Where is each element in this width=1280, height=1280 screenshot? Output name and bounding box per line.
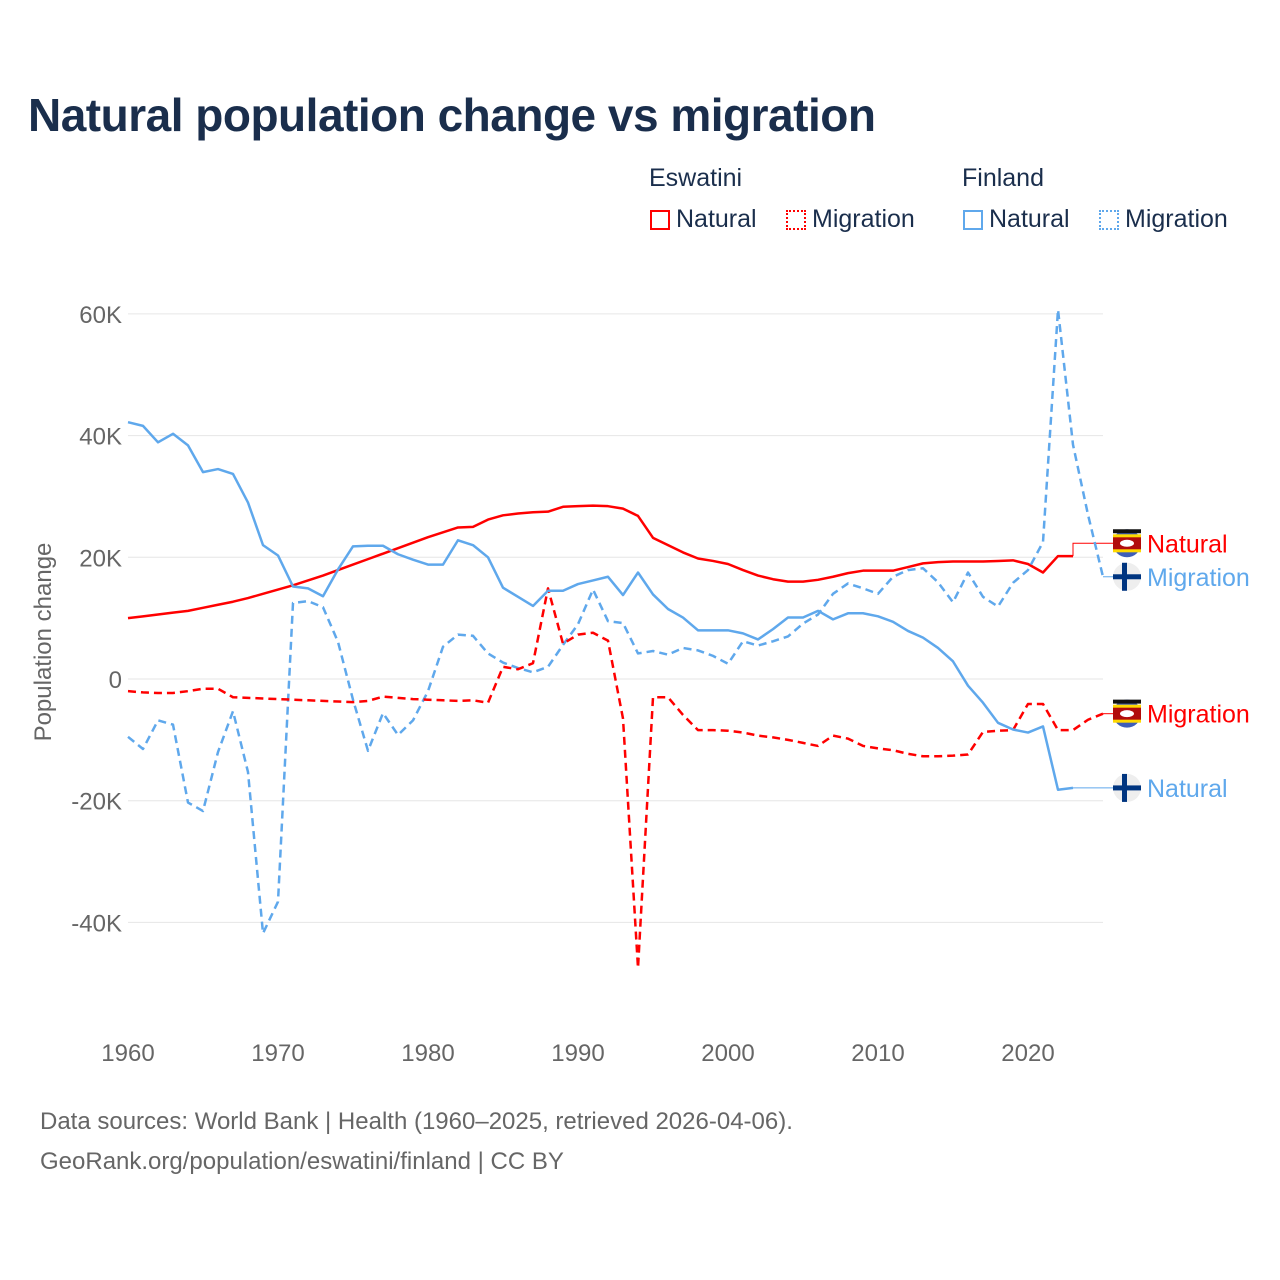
y-axis-label: Population change [30, 543, 57, 742]
eswatini-flag-icon [1113, 699, 1141, 728]
legend-finland-natural[interactable]: Natural [963, 205, 1070, 234]
legend-eswatini-natural[interactable]: Natural [650, 205, 757, 234]
footer-source: Data sources: World Bank | Health (1960–… [40, 1108, 793, 1135]
legend-label: Migration [812, 205, 915, 233]
x-tick-label: 2010 [851, 1040, 904, 1067]
series-line-eswatini-migration [127, 587, 1104, 970]
y-tick-label: -40K [71, 910, 122, 937]
x-tick-label: 1970 [251, 1040, 304, 1067]
legend-finland-migration[interactable]: Migration [1099, 205, 1228, 234]
flag-top [1113, 699, 1141, 704]
flag-top [1113, 529, 1141, 534]
flag-cross [1122, 773, 1127, 802]
finland-flag-icon [1113, 773, 1141, 802]
series-line-finland-migration [127, 308, 1105, 935]
x-tick-label: 1980 [401, 1040, 454, 1067]
series-line-eswatini-natural [127, 504, 1073, 620]
y-tick-label: 0 [109, 667, 122, 694]
legend-group-eswatini: Eswatini [649, 164, 743, 192]
series-line-finland-natural [127, 420, 1074, 791]
chart-title: Natural population change vs migration [28, 89, 876, 141]
legend-group-finland: Finland [962, 164, 1044, 192]
y-tick-label: -20K [71, 789, 122, 816]
x-tick-label: 2000 [701, 1040, 754, 1067]
label-connector [1072, 542, 1115, 557]
finland-flag-icon [1113, 562, 1141, 591]
end-label-eswatini-natural: Natural [1147, 530, 1228, 558]
flag-shield [1120, 710, 1134, 718]
end-label-finland-migration: Migration [1147, 564, 1250, 592]
legend-label: Natural [676, 205, 757, 233]
end-label-eswatini-migration: Migration [1147, 701, 1250, 729]
legend-label: Migration [1125, 205, 1228, 233]
flag-shield [1120, 539, 1134, 547]
y-tick-label: 20K [79, 545, 122, 572]
footer-link[interactable]: GeoRank.org/population/eswatini/finland … [40, 1148, 564, 1175]
x-tick-label: 1960 [101, 1040, 154, 1067]
x-tick-label: 1990 [551, 1040, 604, 1067]
legend-label: Natural [989, 205, 1070, 233]
legend-swatch-solid-red [650, 209, 670, 230]
legend-swatch-dotted-blue [1099, 209, 1119, 230]
end-label-finland-natural: Natural [1147, 775, 1228, 803]
legend-swatch-dotted-red [786, 209, 806, 230]
legend-eswatini-migration[interactable]: Migration [786, 205, 915, 234]
y-tick-label: 60K [79, 302, 122, 329]
y-tick-label: 40K [79, 424, 122, 451]
x-tick-label: 2020 [1001, 1040, 1054, 1067]
flag-cross [1122, 562, 1127, 591]
legend-swatch-solid-blue [963, 209, 983, 230]
eswatini-flag-icon [1113, 529, 1141, 558]
